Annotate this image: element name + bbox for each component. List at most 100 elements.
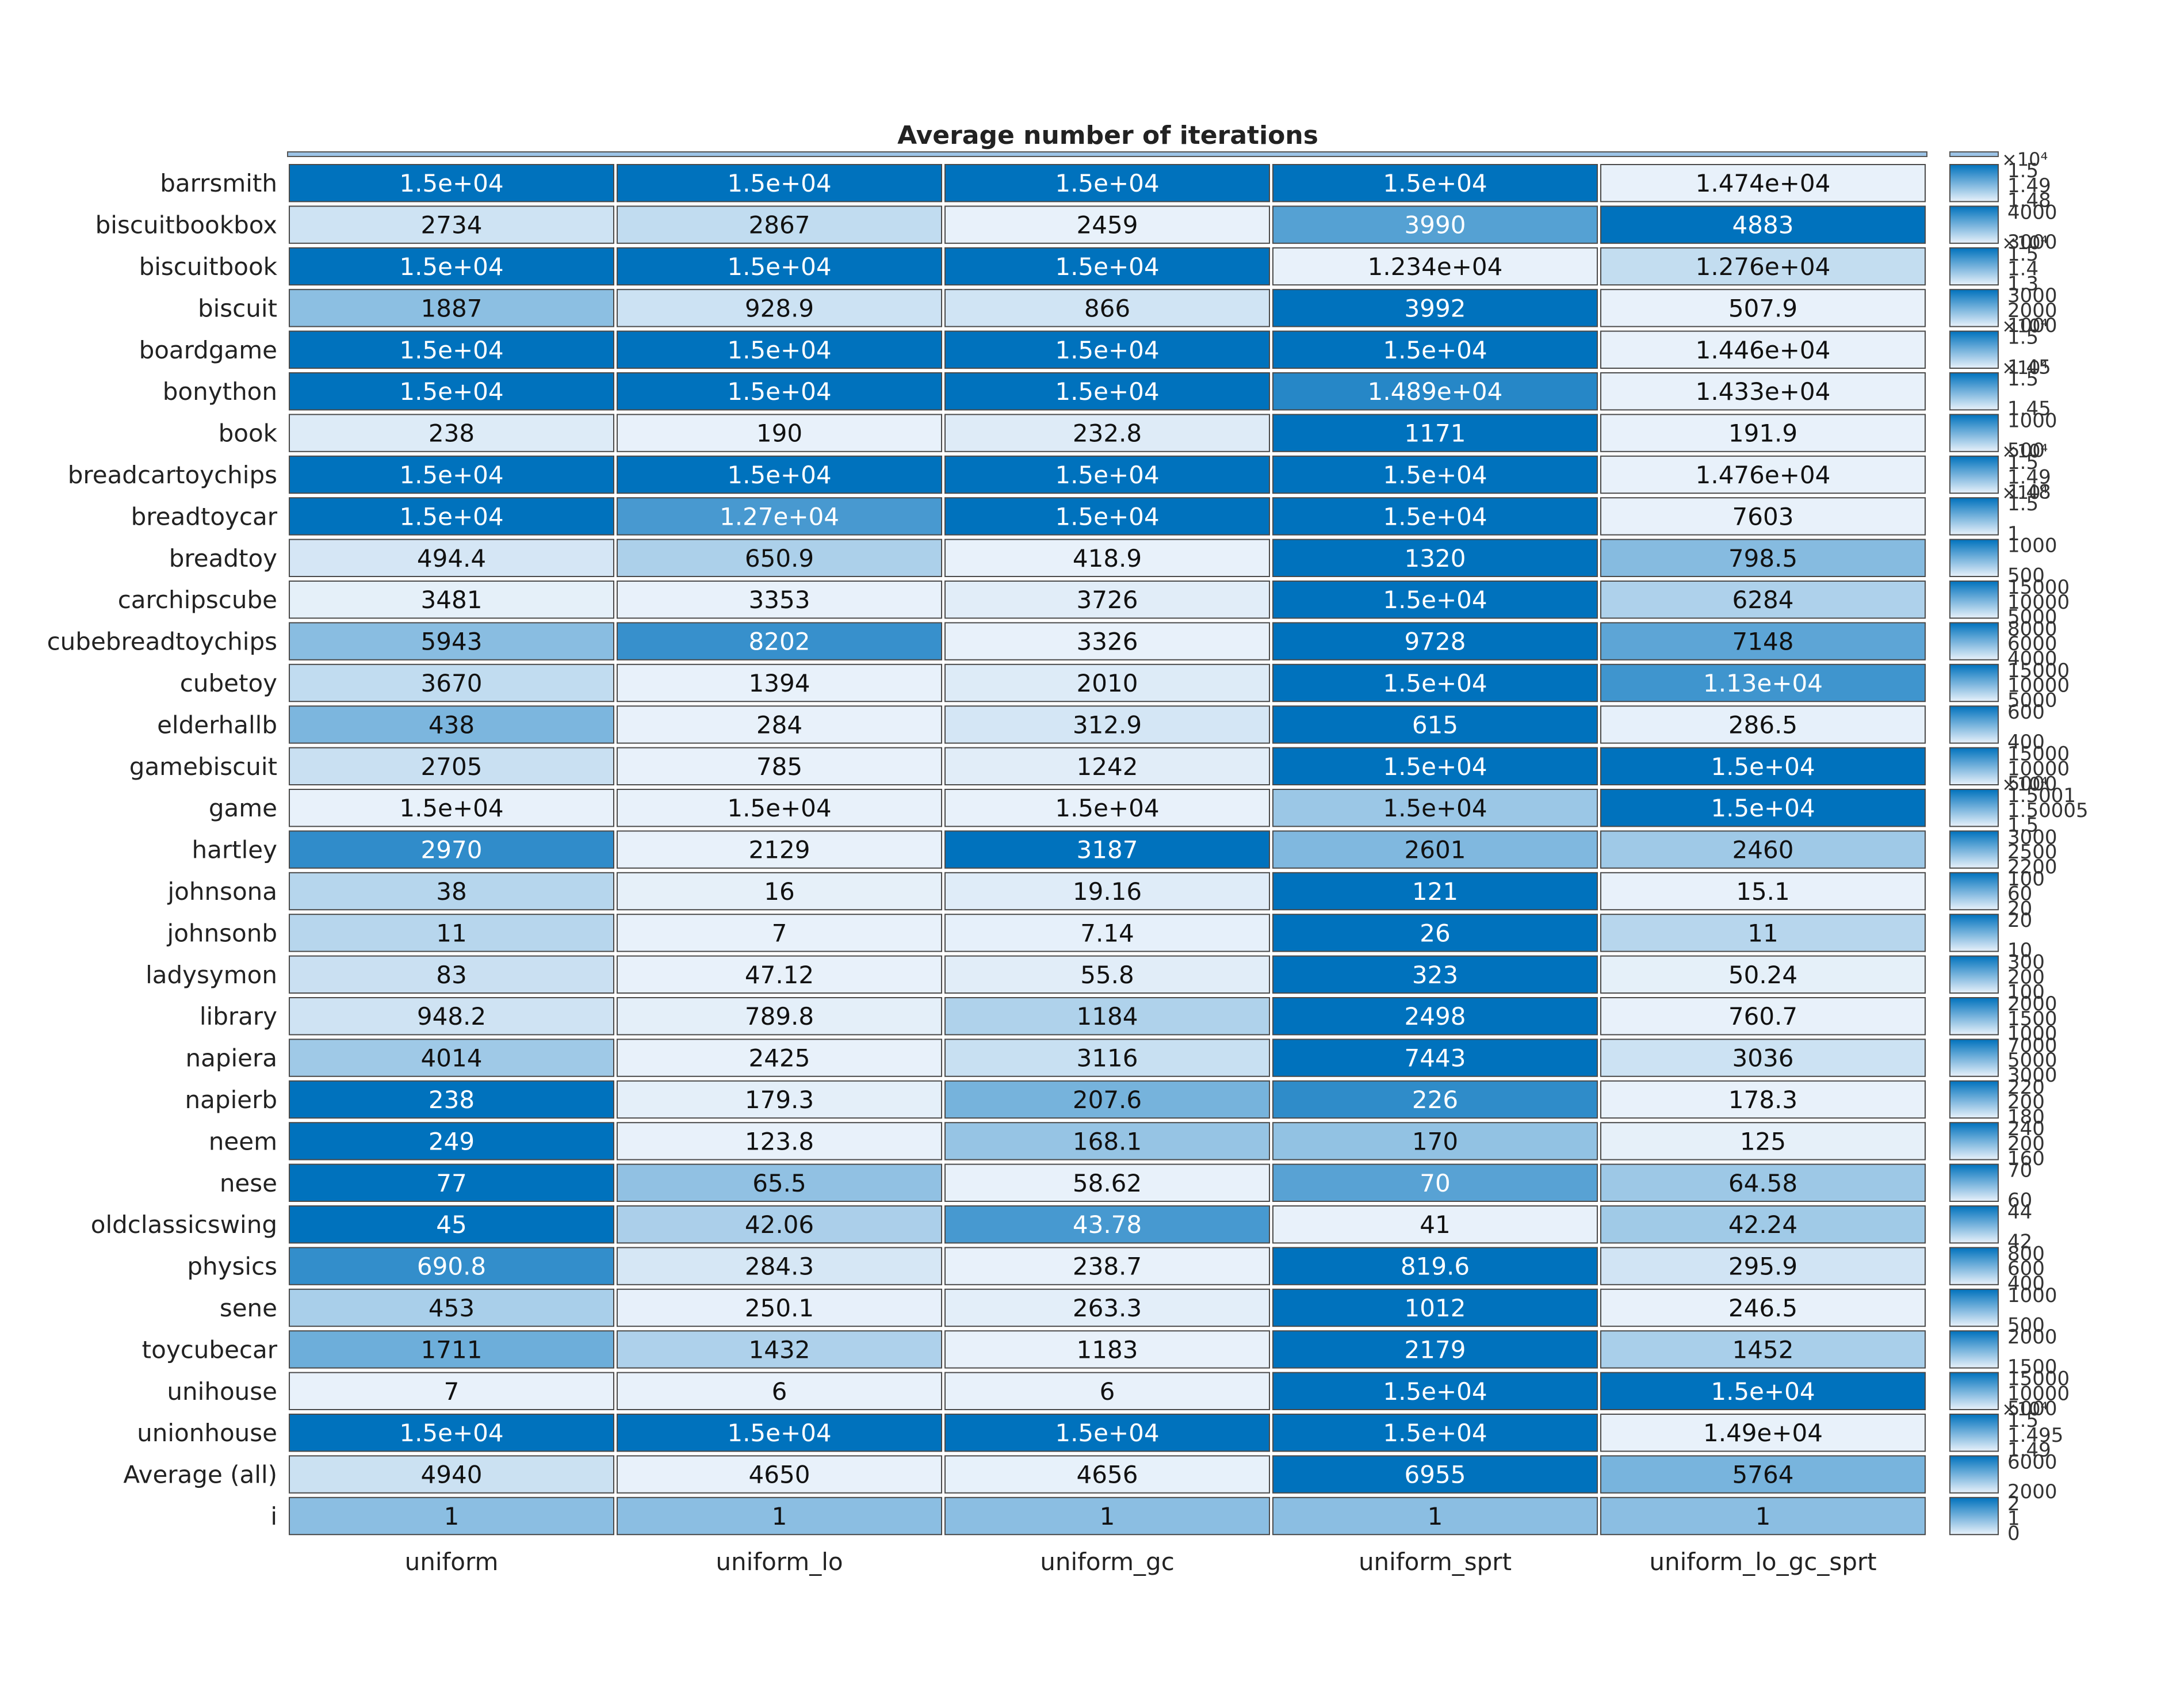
row-book-value-uniform_gc: 232.8: [1073, 419, 1142, 448]
row-napierb-cell-uniform: [289, 1080, 614, 1119]
row-biscuit-value-uniform_gc: 866: [1084, 294, 1130, 322]
row-nese-value-uniform: 77: [436, 1169, 466, 1197]
row-biscuit-label: biscuit: [198, 294, 277, 322]
row-physics-cell-uniform_lo_gc_sprt: [1600, 1247, 1926, 1285]
row-johnsonb-cell-uniform_gc: [944, 914, 1270, 952]
row-library-cell-uniform_gc: [944, 997, 1270, 1036]
row-gamebiscuit-cell-uniform_lo_gc_sprt: [1600, 747, 1926, 785]
row-napiera-value-uniform_gc: 3116: [1077, 1044, 1138, 1072]
row-neem-value-uniform_sprt: 170: [1412, 1127, 1458, 1155]
row-game-value-uniform_gc: 1.5e+04: [1055, 794, 1159, 822]
row-neem-value-uniform_lo: 123.8: [745, 1127, 814, 1155]
row-nese-value-uniform_sprt: 70: [1420, 1169, 1450, 1197]
row-unihouse-cell-uniform_gc: [944, 1372, 1270, 1411]
row-average-all-cell-uniform_gc: [944, 1455, 1270, 1494]
row-johnsona-cell-uniform_lo_gc_sprt: [1600, 872, 1926, 911]
row-cubebreadtoychips-cell-uniform_gc: [944, 622, 1270, 660]
row-carchipscube-cell-uniform_gc: [944, 581, 1270, 619]
row-unionhouse-cell-uniform_sprt: [1272, 1414, 1598, 1452]
row-unihouse-colorbar-tick: 10000: [2007, 1382, 2070, 1405]
row-physics-cell-uniform: [289, 1247, 614, 1285]
row-neem-label: neem: [209, 1127, 277, 1155]
row-physics-cell-uniform_sprt: [1272, 1247, 1598, 1285]
row-breadtoycar-cell-uniform_lo_gc_sprt: [1600, 497, 1926, 536]
row-game-cell-uniform_lo: [617, 789, 942, 827]
row-napierb-cell-uniform_lo: [617, 1080, 942, 1119]
row-johnsonb-value-uniform_sprt: 26: [1420, 919, 1450, 947]
row-unihouse-label: unihouse: [167, 1377, 277, 1406]
row-bonython-cell-uniform: [289, 372, 614, 411]
row-unihouse-value-uniform: 7: [444, 1377, 460, 1406]
row-game-label: game: [209, 794, 277, 822]
row-biscuitbookbox-label: biscuitbookbox: [95, 211, 277, 239]
row-breadtoy-cell-uniform: [289, 539, 614, 577]
row-bonython-colorbar-tick: 1.45: [2007, 398, 2051, 421]
row-carchipscube-value-uniform: 3481: [421, 586, 483, 614]
row-breadtoycar-cell-uniform_sprt: [1272, 497, 1598, 536]
row-cubebreadtoychips-value-uniform_lo: 8202: [749, 628, 810, 656]
row-johnsona-cell-uniform_sprt: [1272, 872, 1598, 911]
row-napiera-value-uniform_sprt: 7443: [1405, 1044, 1466, 1072]
row-carchipscube-cell-uniform: [289, 581, 614, 619]
row-average-all-cell-uniform_lo: [617, 1455, 942, 1494]
row-hartley-cell-uniform_lo_gc_sprt: [1600, 830, 1926, 869]
row-bonython-colorbar: [1949, 372, 1999, 411]
row-boardgame-colorbar-tick: 1.5: [2007, 326, 2038, 349]
row-bonython-colorbar-multiplier: ×10⁴: [2002, 357, 2048, 379]
row-book-colorbar: [1949, 414, 1999, 452]
row-hartley-value-uniform_lo_gc_sprt: 2460: [1732, 836, 1794, 864]
row-elderhallb-value-uniform_lo: 284: [756, 711, 802, 739]
row-breadcartoychips-value-uniform_lo_gc_sprt: 1.476e+04: [1696, 461, 1831, 489]
row-breadcartoychips-colorbar: [1949, 455, 1999, 494]
row-barrsmith-cell-uniform_gc: [944, 164, 1270, 203]
row-biscuitbookbox-colorbar: [1949, 205, 1999, 244]
row-barrsmith-cell-uniform_lo_gc_sprt: [1600, 164, 1926, 203]
row-barrsmith-colorbar: [1949, 164, 1999, 203]
row-average-all-label: Average (all): [123, 1461, 277, 1489]
row-boardgame-cell-uniform_gc: [944, 330, 1270, 369]
row-napiera-colorbar-tick: 7000: [2007, 1034, 2057, 1057]
row-napiera-value-uniform_lo: 2425: [749, 1044, 810, 1072]
row-book-value-uniform: 238: [429, 419, 475, 448]
row-johnsonb-label: johnsonb: [167, 919, 277, 947]
row-library-colorbar-tick: 1500: [2007, 1007, 2057, 1030]
row-ladysymon-cell-uniform_lo: [617, 955, 942, 994]
row-hartley-cell-uniform_lo: [617, 830, 942, 869]
row-library-cell-uniform_lo_gc_sprt: [1600, 997, 1926, 1036]
row-johnsonb-cell-uniform: [289, 914, 614, 952]
row-cubetoy-cell-uniform_gc: [944, 663, 1270, 702]
row-toycubecar-cell-uniform_lo_gc_sprt: [1600, 1330, 1926, 1369]
row-library-value-uniform_lo: 789.8: [745, 1002, 814, 1030]
column-label-uniform_gc: uniform_gc: [1040, 1548, 1175, 1576]
row-i-cell-uniform_lo_gc_sprt: [1600, 1496, 1926, 1536]
row-i-cell-uniform_gc: [944, 1496, 1270, 1536]
row-unionhouse-colorbar-tick: 1.495: [2007, 1424, 2063, 1447]
row-johnsona-colorbar: [1949, 872, 1999, 911]
row-napierb-value-uniform_lo: 179.3: [745, 1086, 814, 1114]
row-boardgame-cell-uniform_lo: [617, 330, 942, 369]
row-sene-colorbar: [1949, 1288, 1999, 1327]
row-sene-value-uniform_lo: 250.1: [745, 1294, 814, 1322]
row-cubebreadtoychips-colorbar-tick: 8000: [2007, 617, 2057, 640]
row-barrsmith-cell-uniform_lo: [617, 164, 942, 203]
row-carchipscube-value-uniform_gc: 3726: [1077, 586, 1138, 614]
row-game-colorbar: [1949, 789, 1999, 827]
row-boardgame-cell-uniform_sprt: [1272, 330, 1598, 369]
row-toycubecar-colorbar-tick: 2000: [2007, 1326, 2057, 1349]
row-ladysymon-colorbar-tick: 300: [2007, 951, 2045, 974]
row-ladysymon-cell-uniform_sprt: [1272, 955, 1598, 994]
row-boardgame-value-uniform_sprt: 1.5e+04: [1383, 336, 1487, 364]
row-physics-value-uniform_lo: 284.3: [745, 1253, 814, 1281]
row-biscuitbook-value-uniform_lo: 1.5e+04: [727, 253, 831, 281]
row-carchipscube-colorbar-tick: 5000: [2007, 606, 2057, 629]
row-sene-value-uniform_gc: 263.3: [1073, 1294, 1142, 1322]
chart-title: Average number of iterations: [897, 121, 1318, 150]
row-breadtoycar-cell-uniform: [289, 497, 614, 536]
row-elderhallb-cell-uniform_lo_gc_sprt: [1600, 705, 1926, 744]
row-johnsona-colorbar-tick: 20: [2007, 897, 2032, 920]
row-sene-cell-uniform_gc: [944, 1288, 1270, 1327]
row-i-value-uniform: 1: [444, 1502, 460, 1530]
row-unionhouse-value-uniform_lo_gc_sprt: 1.49e+04: [1703, 1419, 1823, 1447]
row-unionhouse-colorbar-tick: 1.49: [2007, 1439, 2051, 1462]
row-cubetoy-value-uniform: 3670: [421, 669, 483, 697]
